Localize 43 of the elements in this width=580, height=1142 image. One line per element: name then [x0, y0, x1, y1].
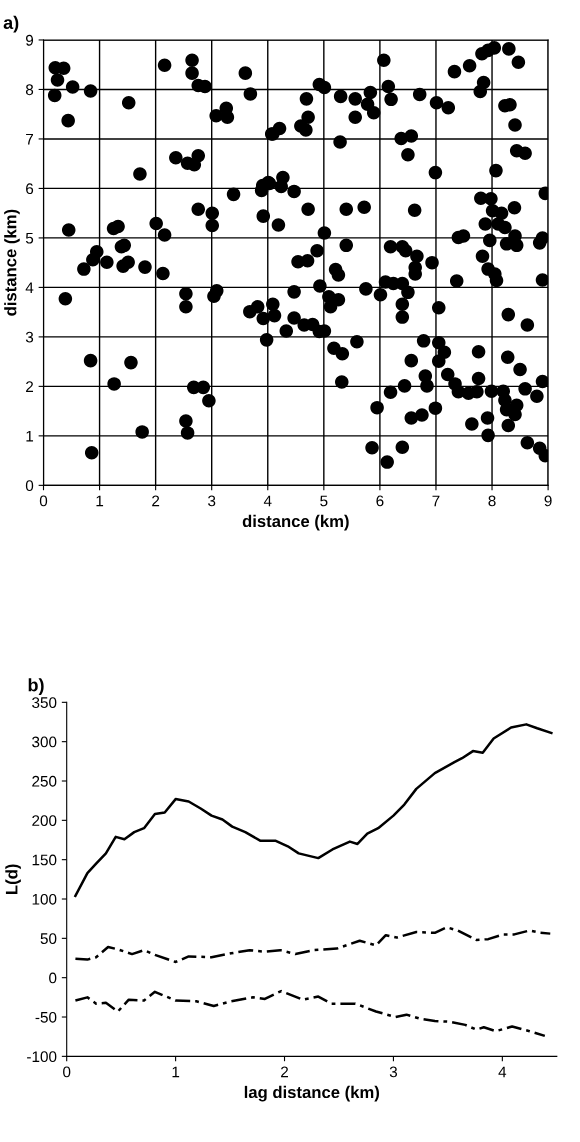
y-tick-label: 4 — [25, 282, 34, 293]
y-tick-label: 250 — [32, 775, 57, 787]
y-tick-label: 0 — [25, 480, 34, 492]
x-tick-label: 2 — [152, 495, 160, 507]
y-tick-label: 150 — [32, 854, 57, 866]
y-tick-label: 0 — [49, 972, 57, 984]
y-tick-label: 8 — [25, 84, 34, 96]
y-tick-label: 300 — [32, 736, 57, 748]
chart-title: a) — [3, 15, 19, 33]
y-tick-label: 7 — [26, 133, 34, 145]
y-tick-label: 1 — [26, 430, 34, 442]
y-axis-title: distance (km) — [4, 209, 20, 316]
y-tick-label: 3 — [25, 331, 34, 343]
y-tick-label: 6 — [26, 183, 34, 195]
x-tick-label: 0 — [63, 1066, 71, 1078]
x-tick-label: 6 — [376, 495, 384, 507]
y-tick-label: 100 — [32, 893, 57, 905]
x-tick-label: 1 — [96, 495, 104, 507]
line-series — [74, 989, 547, 1038]
y-tick-label: 350 — [32, 697, 57, 709]
x-tick-label: 3 — [208, 495, 216, 507]
y-tick-label: -100 — [27, 1051, 57, 1063]
x-tick-label: 4 — [263, 495, 272, 507]
x-axis-title: distance (km) — [242, 514, 349, 531]
y-tick-label: 2 — [26, 381, 34, 392]
x-tick-label: 4 — [498, 1066, 507, 1078]
y-tick-label: 5 — [25, 232, 34, 244]
x-tick-label: 3 — [389, 1066, 398, 1078]
line-series — [74, 926, 552, 964]
x-tick-label: 5 — [320, 495, 328, 507]
y-tick-label: 200 — [32, 815, 57, 827]
y-tick-label: -50 — [35, 1011, 57, 1023]
y-tick-label: 9 — [26, 34, 34, 46]
chart-title: b) — [28, 678, 44, 695]
line-series — [74, 723, 553, 898]
x-axis-title: lag distance (km) — [244, 1085, 379, 1102]
x-tick-label: 8 — [488, 495, 496, 507]
x-tick-label: 1 — [172, 1066, 180, 1078]
x-tick-label: 2 — [281, 1066, 288, 1078]
y-axis-title: L(d) — [5, 864, 21, 894]
y-tick-label: 50 — [40, 933, 57, 945]
x-tick-label: 7 — [432, 495, 440, 507]
x-tick-label: 9 — [544, 495, 552, 507]
